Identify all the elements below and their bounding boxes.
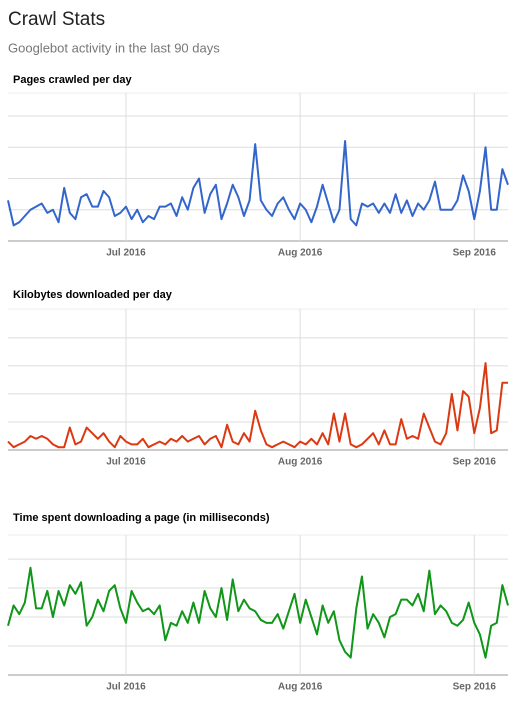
x-tick-label: Sep 2016 — [453, 248, 497, 259]
chart-title: Time spent downloading a page (in millis… — [13, 512, 270, 524]
x-tick-label: Aug 2016 — [278, 682, 323, 693]
x-tick-label: Jul 2016 — [106, 457, 146, 468]
x-tick-label: Aug 2016 — [278, 457, 323, 468]
x-tick-label: Jul 2016 — [106, 682, 146, 693]
x-tick-label: Sep 2016 — [453, 682, 497, 693]
x-tick-label: Sep 2016 — [453, 457, 497, 468]
x-tick-label: Aug 2016 — [278, 248, 323, 259]
page-subtitle: Googlebot activity in the last 90 days — [8, 40, 220, 55]
x-tick-label: Jul 2016 — [106, 248, 146, 259]
series-line — [7, 566, 509, 659]
series-line — [7, 140, 509, 227]
series-line — [7, 362, 508, 449]
chart-title: Pages crawled per day — [13, 74, 132, 86]
page-title: Crawl Stats — [8, 9, 105, 30]
chart-title: Kilobytes downloaded per day — [13, 289, 173, 301]
